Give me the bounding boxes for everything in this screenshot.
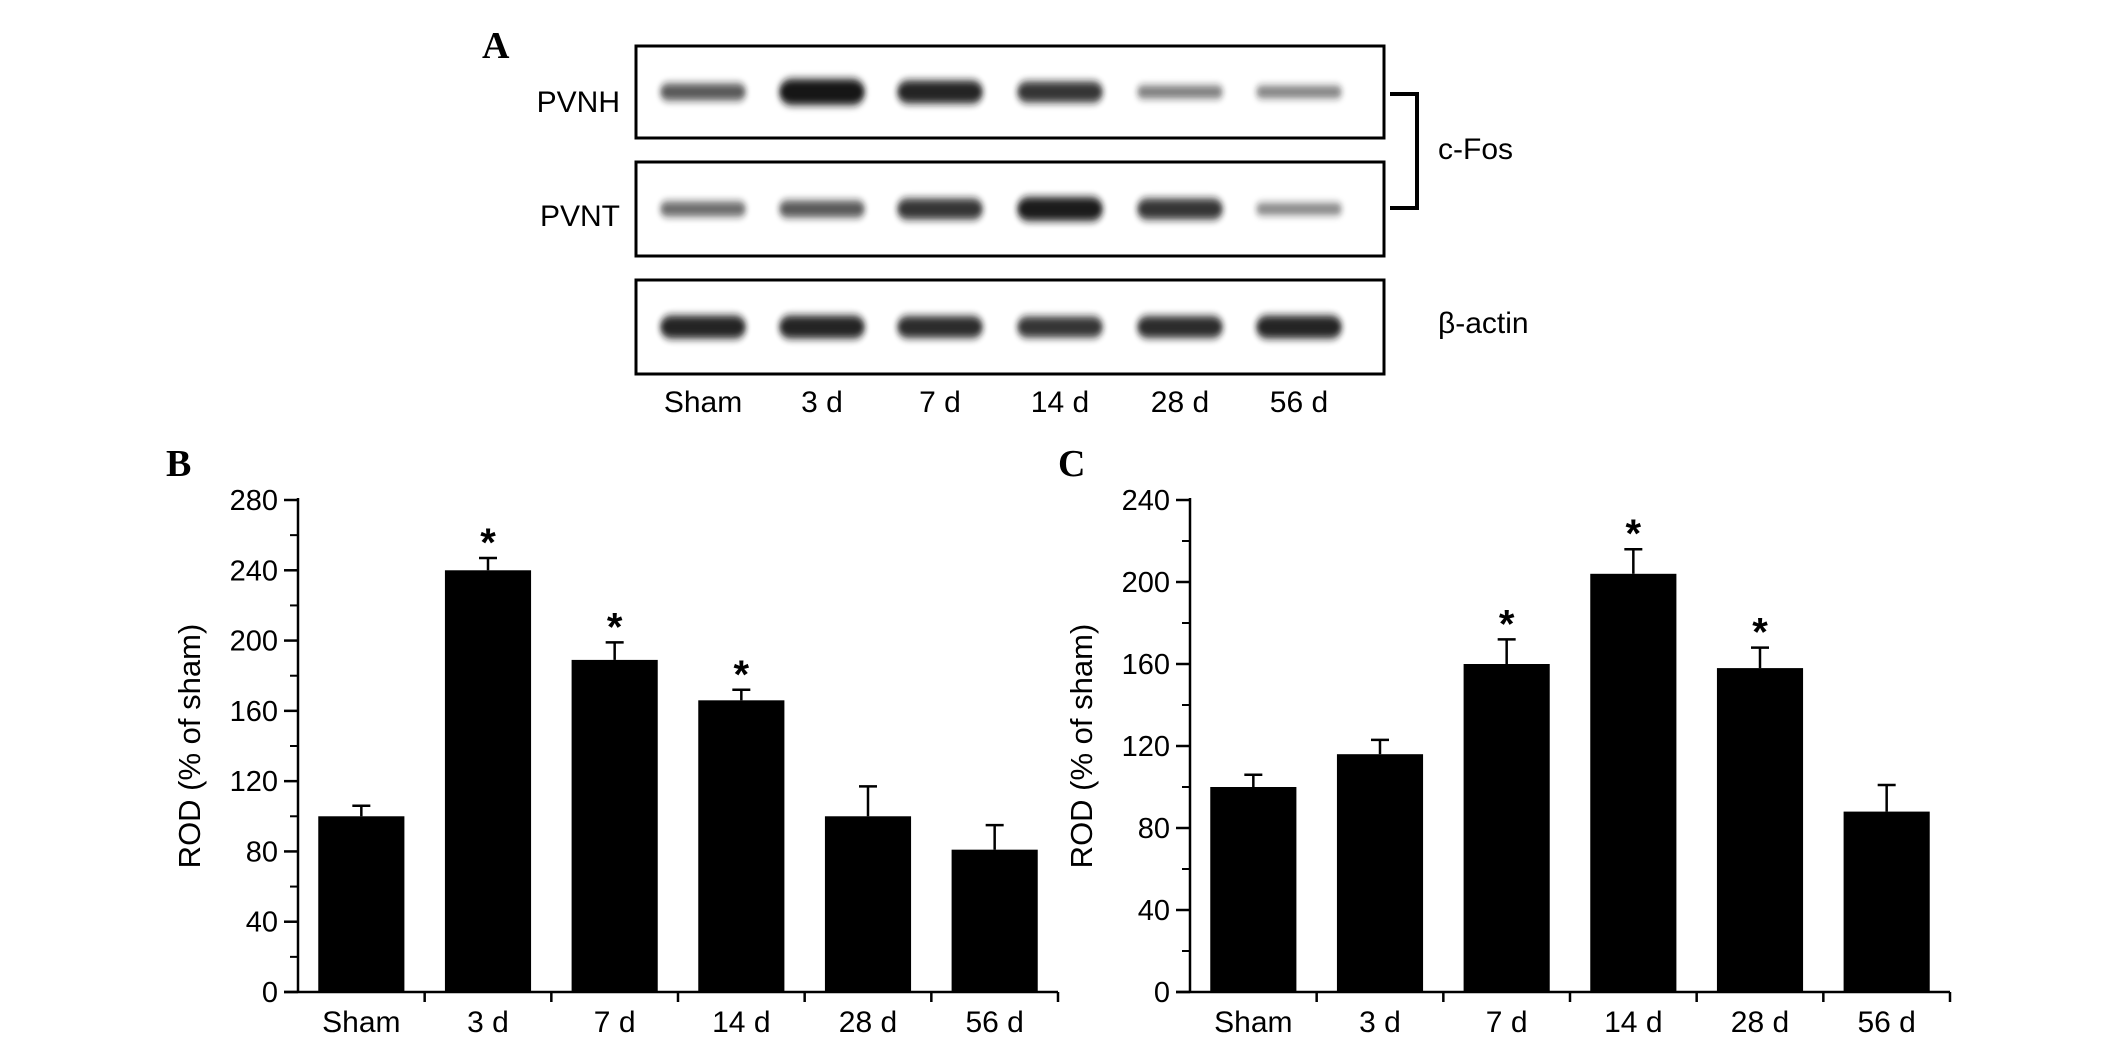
blot-lane-label: Sham — [664, 386, 742, 419]
blot-band — [779, 200, 865, 218]
y-tick-label: 40 — [1138, 895, 1170, 927]
blot-lane-label: 28 d — [1151, 386, 1209, 419]
y-tick-label: 280 — [230, 485, 278, 517]
y-axis-label: ROD (% of sham) — [172, 624, 207, 869]
y-tick-label: 200 — [1122, 567, 1170, 599]
blot-lane-label: 56 d — [1270, 386, 1328, 419]
y-tick-label: 200 — [230, 626, 278, 658]
significance-marker: * — [1752, 611, 1768, 655]
blot-band — [660, 315, 746, 339]
blot-band — [1137, 198, 1223, 220]
blot-row-label-pvnh: PVNH — [537, 86, 620, 119]
blot-lane-label: 7 d — [919, 386, 961, 419]
panel-b-chart: B 0 40 80 120 160 200 240 280 Sham * 3 d * 7 d * 14 d 2… — [166, 443, 1060, 1039]
y-tick-label: 80 — [1138, 813, 1170, 845]
x-tick-label: 28 d — [839, 1006, 897, 1039]
c-fos-bracket — [1390, 92, 1419, 210]
blot-row-label-pvnt: PVNT — [540, 200, 620, 233]
y-tick-label: 240 — [230, 555, 278, 587]
bar — [1590, 573, 1677, 992]
y-tick-label: 0 — [1154, 977, 1170, 1009]
bar — [824, 816, 912, 992]
blot-bands-layer — [634, 44, 1386, 376]
significance-marker: * — [607, 605, 623, 649]
y-tick-label: 160 — [1122, 649, 1170, 681]
blot-band — [897, 198, 983, 220]
significance-marker: * — [1626, 512, 1642, 556]
x-tick-label: Sham — [1214, 1006, 1292, 1039]
bar — [444, 570, 532, 992]
panel-a-letter: A — [482, 25, 510, 67]
blot-lane-label: 3 d — [801, 386, 843, 419]
y-tick-label: 80 — [246, 836, 278, 868]
x-tick-label: 7 d — [1486, 1006, 1528, 1039]
y-tick-label: 240 — [1122, 485, 1170, 517]
panel-c-letter: C — [1058, 443, 1085, 485]
y-tick-label: 120 — [1122, 731, 1170, 763]
x-tick-label: 14 d — [712, 1006, 770, 1039]
blot-band — [1017, 81, 1103, 103]
blot-band — [660, 201, 746, 217]
x-tick-label: 3 d — [467, 1006, 509, 1039]
x-tick-label: 3 d — [1359, 1006, 1401, 1039]
x-tick-label: 56 d — [1857, 1006, 1915, 1039]
x-tick-label: 14 d — [1604, 1006, 1662, 1039]
bar — [1463, 664, 1550, 992]
significance-marker: * — [480, 521, 496, 565]
significance-marker: * — [1499, 602, 1515, 646]
blot-band — [1017, 316, 1103, 338]
blot-band — [897, 316, 983, 338]
bar — [1336, 754, 1424, 992]
chart-c-plot: 0 40 80 120 160 200 240 Sham 3 d * 7 d * 14 d * 28 d 56… — [1064, 485, 1952, 1039]
c-fos-label: c-Fos — [1438, 133, 1513, 166]
x-tick-label: 7 d — [594, 1006, 636, 1039]
y-tick-label: 40 — [246, 907, 278, 939]
blot-band — [1256, 203, 1342, 215]
x-tick-label: 56 d — [965, 1006, 1023, 1039]
blot-band — [779, 79, 865, 105]
chart-b-plot: 0 40 80 120 160 200 240 280 Sham * 3 d * 7 d * 14 d 28 … — [172, 485, 1060, 1039]
blot-lane-label: 14 d — [1031, 386, 1089, 419]
panel-c-chart: C 0 40 80 120 160 200 240 Sham 3 d * 7 d * 14 d * 28 d… — [1058, 443, 1952, 1039]
blot-band — [897, 80, 983, 104]
bar — [571, 659, 658, 992]
bar — [1843, 811, 1930, 992]
bar — [318, 816, 405, 992]
blot-band — [1137, 85, 1223, 99]
blot-band — [1137, 316, 1223, 338]
bar — [698, 700, 785, 992]
y-axis-label: ROD (% of sham) — [1064, 624, 1099, 869]
panel-a-western-blot: A PVNH PVNT c-Fos β-actin Sham 3 d 7 d 14 d… — [482, 25, 1529, 419]
blot-band — [779, 315, 865, 339]
bar — [1210, 787, 1297, 992]
significance-marker: * — [734, 653, 750, 697]
blot-lane-labels: Sham 3 d 7 d 14 d 28 d 56 d — [664, 386, 1328, 419]
x-tick-label: Sham — [322, 1006, 400, 1039]
bar — [1716, 668, 1804, 992]
blot-band — [660, 83, 746, 101]
x-tick-label: 28 d — [1731, 1006, 1789, 1039]
blot-band — [1256, 315, 1342, 339]
beta-actin-label: β-actin — [1438, 307, 1529, 340]
y-tick-label: 160 — [230, 696, 278, 728]
blot-band — [1256, 85, 1342, 99]
y-tick-label: 120 — [230, 766, 278, 798]
y-tick-label: 0 — [262, 977, 278, 1009]
blot-band — [1017, 197, 1103, 221]
bar — [951, 849, 1038, 992]
panel-b-letter: B — [166, 443, 191, 485]
